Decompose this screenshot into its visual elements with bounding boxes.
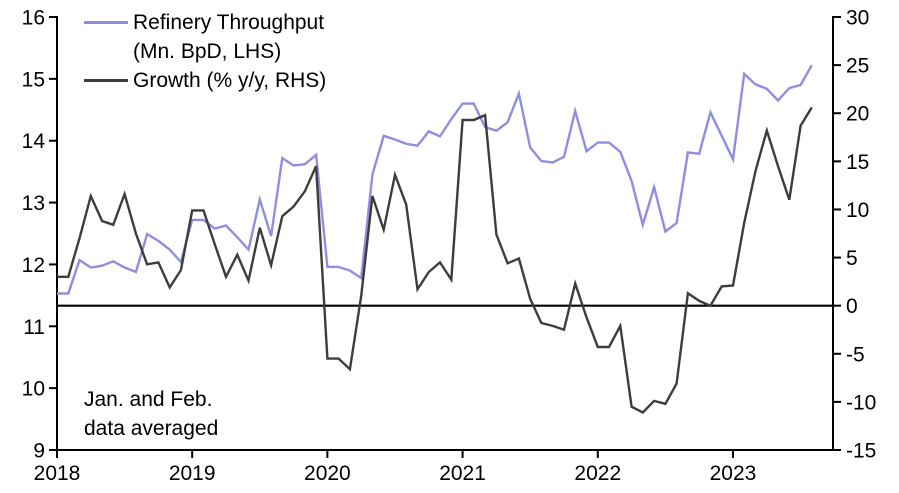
x-axis-year-label: 2018 [34,462,81,485]
right-axis-tick-label: 30 [846,7,869,30]
throughput-line-swatch [84,21,128,24]
left-axis-tick-label: 9 [33,440,45,463]
right-axis-tick-label: -5 [846,343,865,366]
right-axis-tick-label: -15 [846,440,876,463]
legend-label-throughput: Refinery Throughput (Mn. BpD, LHS) [133,8,324,66]
right-axis-tick-label: -10 [846,391,876,414]
x-axis-year-label: 2022 [574,462,621,485]
right-axis-tick-label: 20 [846,103,869,126]
chart-note-line1: Jan. and Feb. [84,388,213,411]
growth-line-swatch [84,79,128,82]
refinery-throughput-line [57,64,813,295]
x-axis-year-label: 2019 [169,462,216,485]
right-axis-tick-label: 15 [846,151,869,174]
x-axis-year-label: 2023 [710,462,757,485]
x-axis-year-label: 2020 [304,462,351,485]
legend-item-growth: Growth (% y/y, RHS) [84,66,326,95]
legend-label-throughput-line1: Refinery Throughput [133,11,325,34]
legend-label-throughput-line2: (Mn. BpD, LHS) [133,40,282,63]
legend-label-growth: Growth (% y/y, RHS) [133,69,327,92]
right-axis-tick-label: 5 [846,247,858,270]
legend-item-throughput: Refinery Throughput (Mn. BpD, LHS) [84,8,326,66]
left-axis-tick-label: 12 [22,254,45,277]
right-axis-tick-label: 0 [846,295,858,318]
chart-note-line2: data averaged [84,417,219,440]
growth-line [57,106,813,414]
right-axis-tick-label: 25 [846,55,869,78]
left-axis-tick-label: 16 [22,7,45,30]
left-axis-tick-label: 15 [22,68,45,91]
chart-note: Jan. and Feb. data averaged [84,385,218,443]
left-axis-tick-label: 10 [22,378,45,401]
chart-legend: Refinery Throughput (Mn. BpD, LHS) Growth… [84,8,326,95]
left-axis-tick-label: 11 [23,316,45,339]
left-axis-tick-label: 13 [22,192,45,215]
x-axis-year-label: 2021 [439,462,486,485]
right-axis-tick-label: 10 [846,199,869,222]
left-axis-tick-label: 14 [22,130,46,153]
